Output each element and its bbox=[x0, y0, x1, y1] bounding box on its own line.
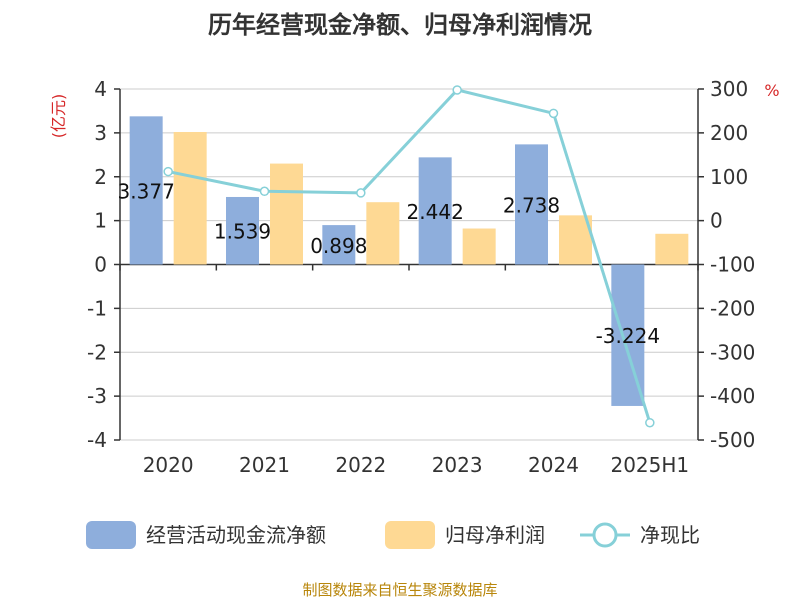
y2-tick-label: -100 bbox=[710, 253, 755, 277]
bar-cashflow-2023 bbox=[418, 157, 452, 265]
y2-tick-label: 0 bbox=[710, 209, 723, 233]
bar-profit-2021 bbox=[270, 163, 303, 265]
y2-tick-label: -300 bbox=[710, 340, 755, 364]
data-label-2025H1: -3.224 bbox=[596, 324, 660, 348]
y-tick-label: -4 bbox=[87, 428, 107, 452]
y-tick-label: -3 bbox=[87, 384, 107, 408]
y2-tick-label: -200 bbox=[710, 296, 755, 320]
y2-tick-label: -500 bbox=[710, 428, 755, 452]
y2-tick-label: 200 bbox=[710, 121, 748, 145]
bar-profit-2020 bbox=[173, 131, 207, 265]
x-tick-label: 2023 bbox=[432, 453, 483, 477]
x-tick-label: 2024 bbox=[528, 453, 579, 477]
legend-label-1: 归母净利润 bbox=[445, 523, 545, 547]
y-tick-label: 4 bbox=[94, 77, 107, 101]
legend-swatch-1 bbox=[385, 521, 435, 549]
data-label-2020: 3.377 bbox=[118, 179, 175, 203]
data-label-2024: 2.738 bbox=[503, 193, 560, 217]
y-tick-label: 3 bbox=[94, 121, 107, 145]
legend-swatch-0 bbox=[86, 521, 136, 549]
data-label-2023: 2.442 bbox=[407, 200, 464, 224]
legend[interactable]: 经营活动现金流净额 归母净利润 净现比 bbox=[86, 521, 700, 549]
bar-profit-2025H1 bbox=[655, 233, 689, 265]
tick-labels: 4 3 2 1 0 -1 -2 -3 -4 300 200 100 0 -100 -200 -300 -400 -… bbox=[87, 77, 755, 477]
y-tick-label: -1 bbox=[87, 296, 107, 320]
chart-title: 历年经营现金净额、归母净利润情况 bbox=[208, 11, 592, 39]
y-tick-label: -2 bbox=[87, 340, 107, 364]
y-tick-label: 1 bbox=[94, 209, 107, 233]
ratio-point-2025H1 bbox=[645, 417, 655, 428]
ratio-point-2023 bbox=[452, 85, 462, 95]
legend-label-0: 经营活动现金流净额 bbox=[146, 523, 326, 547]
ratio-line bbox=[163, 85, 655, 428]
legend-label-2: 净现比 bbox=[640, 523, 700, 547]
x-tick-label: 2022 bbox=[335, 453, 386, 477]
ratio-point-2024 bbox=[548, 108, 559, 119]
bar-cashflow-2022 bbox=[322, 225, 356, 265]
bar-cashflow-2024 bbox=[515, 144, 548, 265]
data-label-2021: 1.539 bbox=[214, 220, 271, 244]
y-tick-label: 2 bbox=[94, 165, 107, 189]
bar-cashflow-2021 bbox=[226, 196, 259, 265]
y-tick-label: 0 bbox=[94, 253, 107, 277]
ratio-point-2020 bbox=[163, 166, 173, 177]
y2-tick-label: 300 bbox=[710, 77, 748, 101]
left-axis-unit: (亿元) bbox=[49, 94, 68, 139]
data-labels: 3.377 1.539 0.898 2.442 2.738 -3.224 bbox=[118, 179, 661, 348]
bar-cashflow-2020 bbox=[129, 116, 163, 265]
ratio-point-2021 bbox=[259, 186, 270, 197]
y2-tick-label: 100 bbox=[710, 165, 748, 189]
source-note: 制图数据来自恒生聚源数据库 bbox=[302, 581, 497, 599]
bar-profit-2023 bbox=[462, 228, 496, 265]
bars bbox=[129, 116, 689, 406]
x-tick-label: 2021 bbox=[239, 453, 290, 477]
x-tick-label: 2020 bbox=[143, 453, 194, 477]
legend-swatch-marker bbox=[592, 522, 618, 548]
bar-profit-2022 bbox=[366, 202, 400, 265]
x-tick-label: 2025H1 bbox=[610, 453, 689, 477]
ratio-line-path bbox=[167, 88, 652, 424]
data-label-2022: 0.898 bbox=[310, 234, 367, 258]
y2-tick-label: -400 bbox=[710, 384, 755, 408]
right-axis-unit: % bbox=[764, 81, 779, 100]
ratio-point-2022 bbox=[356, 188, 366, 198]
